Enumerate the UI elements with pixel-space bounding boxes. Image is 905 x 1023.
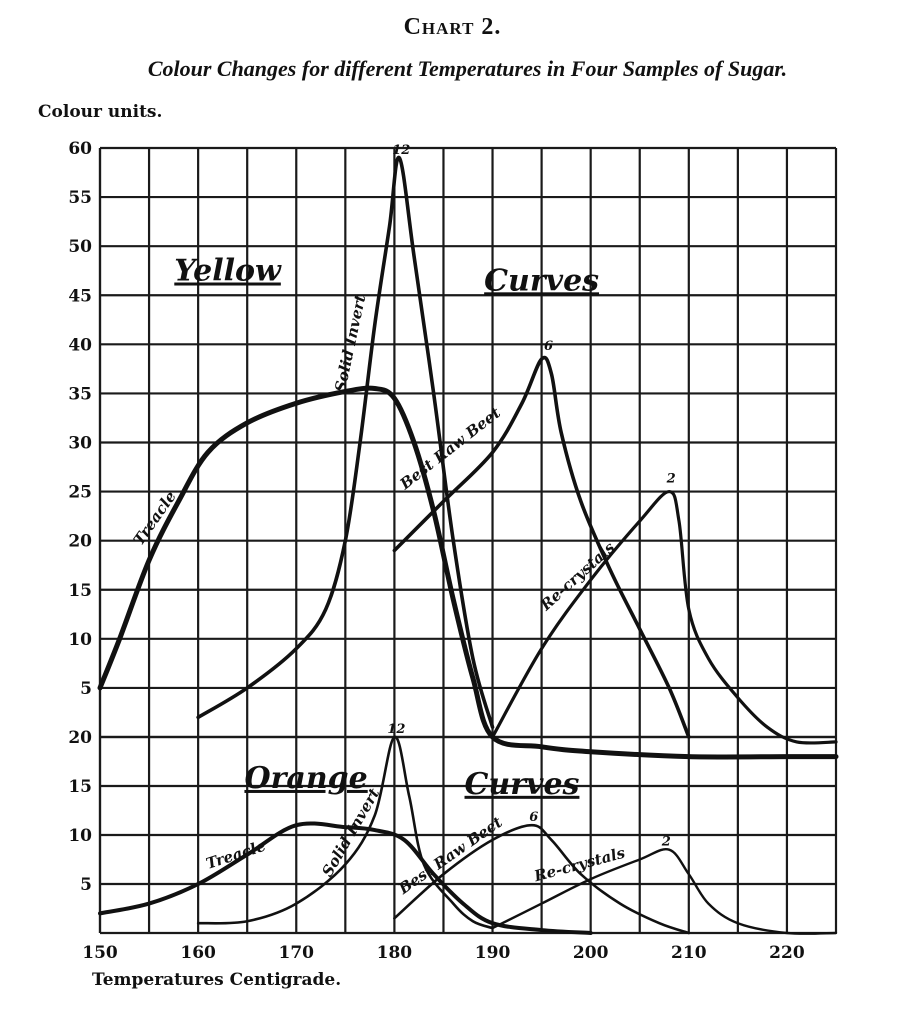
series-line-solid-invert: [196, 156, 495, 729]
y-tick-label: 30: [68, 434, 92, 454]
y-tick-label: 20: [68, 532, 92, 552]
series-line-re-crystals: [491, 848, 838, 935]
y-tick-label: 5: [80, 679, 92, 699]
x-tick-label: 170: [279, 943, 315, 963]
chart-title: Colour Changes for different Temperature…: [147, 56, 788, 81]
series-label: Treacle: [204, 837, 268, 873]
x-axis-label: Temperatures Centigrade.: [92, 970, 342, 990]
curves: [97, 156, 839, 935]
x-tick-label: 210: [671, 943, 707, 963]
y-tick-label: 45: [68, 286, 92, 306]
orange-curves-title: Curves: [465, 767, 580, 802]
y-tick-label: 60: [68, 139, 92, 159]
y-tick-label: 10: [68, 826, 92, 846]
x-tick-label: 200: [573, 943, 609, 963]
point-label: 12: [392, 143, 410, 158]
y-axis-label: Colour units.: [38, 102, 163, 122]
series-line-best-raw-beet: [392, 355, 691, 739]
series-line-treacle: [97, 385, 839, 760]
series-label: Best Raw Beet: [396, 404, 504, 494]
y-tick-label: 15: [68, 581, 92, 601]
y-tick-label: 40: [68, 335, 92, 355]
series-line-re-crystals: [490, 489, 838, 745]
y-tick-label: 35: [68, 384, 92, 404]
tick-labels: 150 160 170 180 190 200 210 2205101520253035404…: [68, 139, 805, 963]
chart-heading: Chart 2.: [403, 14, 502, 40]
y-tick-label: 5: [80, 875, 92, 895]
x-tick-label: 180: [377, 943, 413, 963]
point-label: 12: [387, 722, 405, 737]
y-tick-label: 10: [68, 630, 92, 650]
y-tick-label: 50: [68, 237, 92, 257]
x-tick-label: 220: [769, 943, 805, 963]
y-tick-label: 20: [68, 728, 92, 748]
y-tick-label: 25: [68, 483, 92, 503]
yellow-curves-title: Yellow: [174, 254, 282, 289]
series-label: Best Raw Beet: [394, 813, 505, 898]
point-label: 2: [666, 472, 676, 487]
yellow-curves-title: Curves: [484, 263, 599, 298]
grid: [98, 146, 838, 935]
y-tick-label: 55: [68, 188, 92, 208]
series-label: Re-crystals: [531, 844, 627, 886]
orange-curves-title: Orange: [244, 761, 367, 796]
series-label: Re-crystals: [536, 538, 618, 615]
series-line-best-raw-beet: [393, 823, 691, 935]
series-label: Solid Invert: [318, 785, 383, 880]
x-tick-label: 160: [180, 943, 216, 963]
x-tick-label: 190: [475, 943, 511, 963]
point-label: 2: [661, 835, 671, 850]
y-tick-label: 15: [68, 777, 92, 797]
series-line-treacle: [98, 821, 593, 935]
series-line-solid-invert: [196, 735, 494, 930]
x-tick-label: 150: [82, 943, 118, 963]
point-label: 6: [529, 810, 538, 825]
point-label: 6: [544, 339, 553, 354]
